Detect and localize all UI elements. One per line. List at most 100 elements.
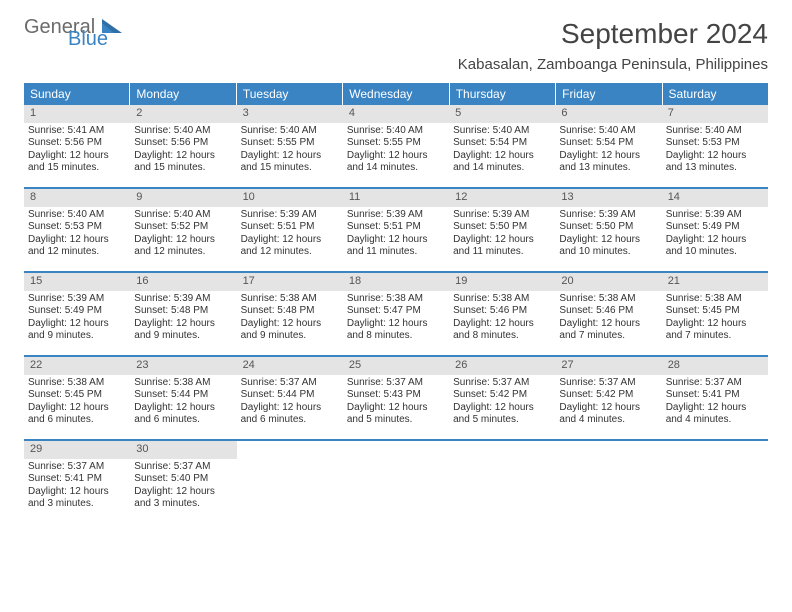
day-header: Monday <box>130 83 236 105</box>
daylight-text: and 11 minutes. <box>453 246 551 259</box>
daylight-text: and 13 minutes. <box>559 162 657 175</box>
cell-body: Sunrise: 5:38 AMSunset: 5:48 PMDaylight:… <box>237 293 343 347</box>
daylight-text: Daylight: 12 hours <box>134 402 232 415</box>
sunrise-text: Sunrise: 5:39 AM <box>134 293 232 306</box>
cell-body: Sunrise: 5:38 AMSunset: 5:45 PMDaylight:… <box>662 293 768 347</box>
calendar-cell: 26Sunrise: 5:37 AMSunset: 5:42 PMDayligh… <box>449 357 555 439</box>
daylight-text: Daylight: 12 hours <box>666 402 764 415</box>
logo: General Blue <box>24 18 122 48</box>
cell-body: Sunrise: 5:39 AMSunset: 5:49 PMDaylight:… <box>24 293 130 347</box>
daylight-text: and 12 minutes. <box>241 246 339 259</box>
calendar-cell: 19Sunrise: 5:38 AMSunset: 5:46 PMDayligh… <box>449 273 555 355</box>
day-number: 12 <box>449 189 555 207</box>
sunset-text: Sunset: 5:45 PM <box>28 389 126 402</box>
cell-body: Sunrise: 5:38 AMSunset: 5:45 PMDaylight:… <box>24 377 130 431</box>
calendar-cell: 21Sunrise: 5:38 AMSunset: 5:45 PMDayligh… <box>662 273 768 355</box>
daylight-text: Daylight: 12 hours <box>28 402 126 415</box>
daylight-text: Daylight: 12 hours <box>134 150 232 163</box>
sunset-text: Sunset: 5:40 PM <box>134 473 232 486</box>
sunset-text: Sunset: 5:43 PM <box>347 389 445 402</box>
sunrise-text: Sunrise: 5:39 AM <box>666 209 764 222</box>
cell-body: Sunrise: 5:39 AMSunset: 5:51 PMDaylight:… <box>237 209 343 263</box>
daylight-text: and 4 minutes. <box>666 414 764 427</box>
daylight-text: Daylight: 12 hours <box>241 234 339 247</box>
sunset-text: Sunset: 5:46 PM <box>453 305 551 318</box>
sunset-text: Sunset: 5:48 PM <box>134 305 232 318</box>
daylight-text: and 15 minutes. <box>28 162 126 175</box>
sunrise-text: Sunrise: 5:39 AM <box>559 209 657 222</box>
sunrise-text: Sunrise: 5:37 AM <box>666 377 764 390</box>
week-row: 1Sunrise: 5:41 AMSunset: 5:56 PMDaylight… <box>24 105 768 189</box>
daylight-text: Daylight: 12 hours <box>28 150 126 163</box>
daylight-text: Daylight: 12 hours <box>241 318 339 331</box>
day-header: Thursday <box>450 83 556 105</box>
calendar-cell: 20Sunrise: 5:38 AMSunset: 5:46 PMDayligh… <box>555 273 661 355</box>
daylight-text: and 8 minutes. <box>453 330 551 343</box>
sunset-text: Sunset: 5:44 PM <box>241 389 339 402</box>
sunrise-text: Sunrise: 5:37 AM <box>241 377 339 390</box>
sunrise-text: Sunrise: 5:41 AM <box>28 125 126 138</box>
daylight-text: Daylight: 12 hours <box>241 150 339 163</box>
day-number: 7 <box>662 105 768 123</box>
sunset-text: Sunset: 5:50 PM <box>453 221 551 234</box>
day-header-row: SundayMondayTuesdayWednesdayThursdayFrid… <box>24 83 768 105</box>
calendar-cell: 14Sunrise: 5:39 AMSunset: 5:49 PMDayligh… <box>662 189 768 271</box>
day-number: 9 <box>130 189 236 207</box>
cell-body: Sunrise: 5:40 AMSunset: 5:54 PMDaylight:… <box>449 125 555 179</box>
calendar-cell: 6Sunrise: 5:40 AMSunset: 5:54 PMDaylight… <box>555 105 661 187</box>
daylight-text: and 14 minutes. <box>453 162 551 175</box>
calendar-cell-empty <box>555 441 661 523</box>
cell-body: Sunrise: 5:37 AMSunset: 5:43 PMDaylight:… <box>343 377 449 431</box>
header: General Blue September 2024 Kabasalan, Z… <box>24 18 768 73</box>
calendar-cell: 9Sunrise: 5:40 AMSunset: 5:52 PMDaylight… <box>130 189 236 271</box>
sunrise-text: Sunrise: 5:39 AM <box>28 293 126 306</box>
day-number: 30 <box>130 441 236 459</box>
calendar-cell: 23Sunrise: 5:38 AMSunset: 5:44 PMDayligh… <box>130 357 236 439</box>
sunrise-text: Sunrise: 5:38 AM <box>559 293 657 306</box>
daylight-text: and 3 minutes. <box>28 498 126 511</box>
daylight-text: and 10 minutes. <box>559 246 657 259</box>
cell-body: Sunrise: 5:40 AMSunset: 5:56 PMDaylight:… <box>130 125 236 179</box>
cell-body: Sunrise: 5:40 AMSunset: 5:55 PMDaylight:… <box>237 125 343 179</box>
sunset-text: Sunset: 5:52 PM <box>134 221 232 234</box>
day-number: 20 <box>555 273 661 291</box>
calendar: SundayMondayTuesdayWednesdayThursdayFrid… <box>24 83 768 523</box>
sunset-text: Sunset: 5:55 PM <box>347 137 445 150</box>
sunset-text: Sunset: 5:49 PM <box>28 305 126 318</box>
daylight-text: and 4 minutes. <box>559 414 657 427</box>
daylight-text: Daylight: 12 hours <box>559 318 657 331</box>
calendar-cell: 18Sunrise: 5:38 AMSunset: 5:47 PMDayligh… <box>343 273 449 355</box>
calendar-cell: 12Sunrise: 5:39 AMSunset: 5:50 PMDayligh… <box>449 189 555 271</box>
day-header: Friday <box>556 83 662 105</box>
sunrise-text: Sunrise: 5:38 AM <box>28 377 126 390</box>
daylight-text: Daylight: 12 hours <box>347 402 445 415</box>
day-number: 10 <box>237 189 343 207</box>
calendar-cell-empty <box>662 441 768 523</box>
week-row: 29Sunrise: 5:37 AMSunset: 5:41 PMDayligh… <box>24 441 768 523</box>
day-number: 23 <box>130 357 236 375</box>
day-number: 15 <box>24 273 130 291</box>
daylight-text: and 14 minutes. <box>347 162 445 175</box>
daylight-text: Daylight: 12 hours <box>559 150 657 163</box>
daylight-text: Daylight: 12 hours <box>28 234 126 247</box>
daylight-text: Daylight: 12 hours <box>134 234 232 247</box>
daylight-text: and 15 minutes. <box>241 162 339 175</box>
day-number: 26 <box>449 357 555 375</box>
sunrise-text: Sunrise: 5:40 AM <box>453 125 551 138</box>
cell-body: Sunrise: 5:40 AMSunset: 5:55 PMDaylight:… <box>343 125 449 179</box>
cell-body: Sunrise: 5:37 AMSunset: 5:42 PMDaylight:… <box>555 377 661 431</box>
cell-body: Sunrise: 5:40 AMSunset: 5:53 PMDaylight:… <box>662 125 768 179</box>
calendar-cell: 5Sunrise: 5:40 AMSunset: 5:54 PMDaylight… <box>449 105 555 187</box>
calendar-cell: 15 Sunrise: 5:39 AMSunset: 5:49 PMDayligh… <box>24 273 130 355</box>
calendar-cell: 1Sunrise: 5:41 AMSunset: 5:56 PMDaylight… <box>24 105 130 187</box>
sunrise-text: Sunrise: 5:40 AM <box>559 125 657 138</box>
cell-body: Sunrise: 5:40 AMSunset: 5:53 PMDaylight:… <box>24 209 130 263</box>
daylight-text: Daylight: 12 hours <box>666 234 764 247</box>
sunset-text: Sunset: 5:49 PM <box>666 221 764 234</box>
daylight-text: Daylight: 12 hours <box>666 318 764 331</box>
sunrise-text: Sunrise: 5:37 AM <box>134 461 232 474</box>
calendar-cell: 8Sunrise: 5:40 AMSunset: 5:53 PMDaylight… <box>24 189 130 271</box>
sunrise-text: Sunrise: 5:40 AM <box>134 125 232 138</box>
sunrise-text: Sunrise: 5:38 AM <box>241 293 339 306</box>
daylight-text: and 11 minutes. <box>347 246 445 259</box>
